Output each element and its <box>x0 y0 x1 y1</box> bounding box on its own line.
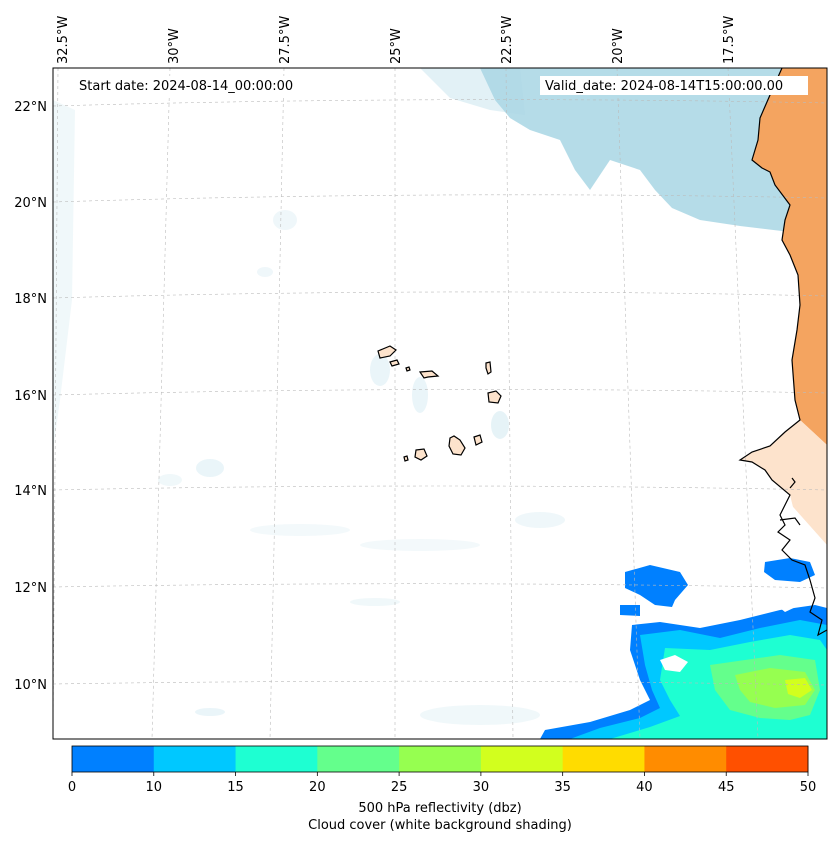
lon-label: 30°W <box>167 28 182 64</box>
coastline <box>738 68 827 637</box>
colorbar-frame <box>71 745 809 773</box>
graticule <box>53 68 827 739</box>
colorbar: 0 10 15 20 25 30 35 40 45 50 500 hPa reflectivity… <box>68 745 817 833</box>
reflectivity-shading <box>540 558 827 739</box>
colorbar-tick-label: 40 <box>636 780 653 795</box>
lat-label: 10°N <box>14 678 47 693</box>
colorbar-tick-label: 35 <box>554 780 571 795</box>
lat-label: 14°N <box>14 484 47 499</box>
lon-label: 20°W <box>611 28 626 64</box>
colorbar-tick-label: 30 <box>473 780 490 795</box>
colorbar-segment <box>480 746 564 772</box>
land-senegal <box>740 420 827 545</box>
colorbar-tick-label: 10 <box>146 780 163 795</box>
land-mauritania <box>752 68 827 445</box>
cloud-cover-shading <box>53 68 827 725</box>
lat-label: 18°N <box>14 292 47 307</box>
colorbar-segment <box>562 746 645 772</box>
lon-label: 27.5°W <box>278 16 293 64</box>
colorbar-tick-label: 50 <box>800 780 817 795</box>
lon-label: 22.5°W <box>500 16 515 64</box>
colorbar-sublabel: Cloud cover (white background shading) <box>308 818 572 833</box>
lon-label: 17.5°W <box>722 16 737 64</box>
colorbar-tick-label: 25 <box>391 780 408 795</box>
colorbar-segment <box>235 746 318 772</box>
colorbar-tick-label: 0 <box>68 780 76 795</box>
lat-label: 22°N <box>14 100 47 115</box>
latitude-labels: 22°N 20°N 18°N 16°N 14°N 12°N 10°N <box>14 100 47 693</box>
valid-date-box <box>540 76 808 95</box>
cape-verde-islands <box>377 345 502 462</box>
colorbar-segment <box>726 746 809 772</box>
lon-label: 25°W <box>389 28 404 64</box>
colorbar-segment <box>644 746 727 772</box>
colorbar-segment <box>317 746 400 772</box>
colorbar-tick-label: 15 <box>227 780 244 795</box>
valid-date-label: Valid_date: 2024-08-14T15:00:00.00 <box>545 79 783 94</box>
colorbar-segment <box>72 746 155 772</box>
colorbar-tick-label: 20 <box>309 780 326 795</box>
longitude-labels: 32.5°W 30°W 27.5°W 25°W 22.5°W 20°W 17.5… <box>56 16 737 64</box>
lat-label: 20°N <box>14 196 47 211</box>
start-date-box <box>73 76 288 95</box>
colorbar-segment <box>153 746 237 772</box>
map-frame <box>52 67 828 740</box>
colorbar-label: 500 hPa reflectivity (dbz) <box>358 801 521 816</box>
lon-label: 32.5°W <box>56 16 71 64</box>
colorbar-segment <box>399 746 482 772</box>
colorbar-tick-label: 45 <box>718 780 735 795</box>
start-date-label: Start date: 2024-08-14_00:00:00 <box>79 79 293 94</box>
lat-label: 12°N <box>14 581 47 596</box>
lat-label: 16°N <box>14 389 47 404</box>
